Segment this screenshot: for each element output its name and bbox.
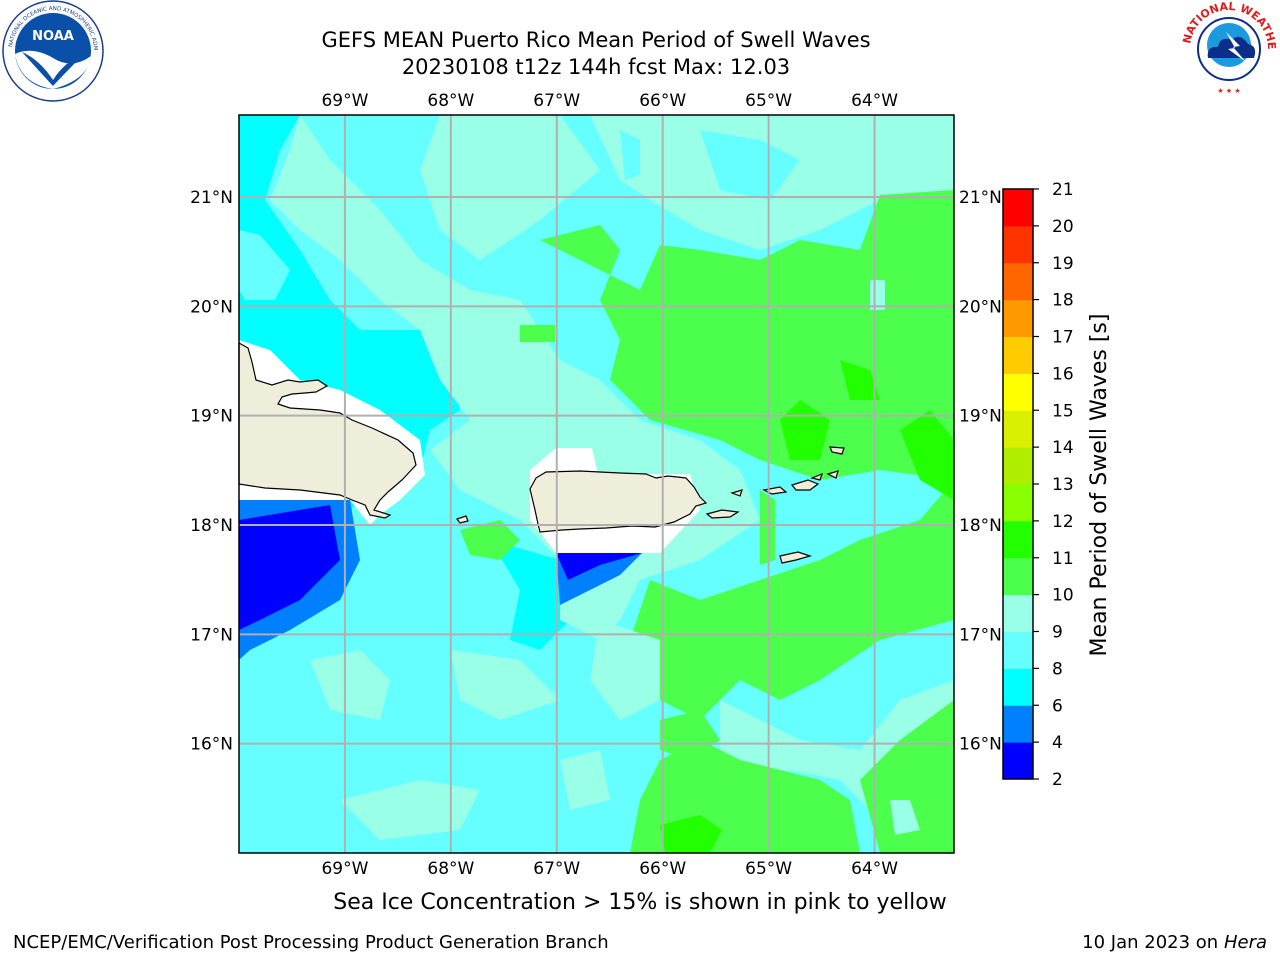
colorbar-tick-label: 19 xyxy=(1052,254,1074,274)
lon-labels-bottom: 69°W 68°W 67°W 66°W 65°W 64°W xyxy=(321,859,898,879)
lat-tick-label: 18°N xyxy=(190,516,233,536)
colorbar-tick-label: 17 xyxy=(1052,328,1074,348)
mona-island xyxy=(456,515,469,524)
colorbar-swatch xyxy=(1003,225,1033,264)
colorbar-swatch xyxy=(1003,410,1033,448)
footer-date: 10 Jan 2023 on Hera xyxy=(1082,932,1267,953)
lat-tick-label: 17°N xyxy=(190,625,233,645)
lon-tick-label: 68°W xyxy=(427,859,474,879)
colorbar-tick-label: 21 xyxy=(1052,180,1074,200)
colorbar-tick-label: 2 xyxy=(1052,770,1063,790)
colorbar-swatch xyxy=(1003,299,1033,337)
lat-tick-label: 20°N xyxy=(190,297,233,317)
colorbar-tick-label: 13 xyxy=(1052,475,1074,495)
st-croix xyxy=(779,551,813,564)
colorbar-swatch xyxy=(1003,373,1033,411)
map-frame xyxy=(238,114,955,854)
lat-tick-label: 16°N xyxy=(190,735,233,755)
colorbar: 2 4 6 8 9 10 11 12 13 14 15 16 17 18 19 20 21 xyxy=(1002,180,1074,790)
footer-branch: NCEP/EMC/Verification Post Processing Pr… xyxy=(13,932,609,953)
graticule xyxy=(239,115,954,853)
colorbar-swatch xyxy=(1003,336,1033,374)
lat-tick-label: 18°N xyxy=(959,516,1002,536)
lat-tick-label: 19°N xyxy=(190,407,233,427)
lon-tick-label: 69°W xyxy=(321,859,368,879)
nws-logo: NATIONAL WEATHER SERVICE ★ ★ ★ xyxy=(1178,0,1278,95)
lon-tick-label: 64°W xyxy=(851,859,898,879)
colorbar-swatch xyxy=(1003,189,1033,227)
colorbar-swatch xyxy=(1003,742,1033,780)
svg-text:NOAA: NOAA xyxy=(32,29,74,44)
colorbar-swatch xyxy=(1003,447,1033,485)
lon-tick-label: 69°W xyxy=(321,91,368,111)
footer-date-text: 10 Jan 2023 on xyxy=(1082,932,1224,953)
noaa-logo: NOAA NATIONAL OCEANIC AND ATMOSPHERIC AD… xyxy=(2,0,104,102)
svg-text:★ ★ ★: ★ ★ ★ xyxy=(1217,87,1240,95)
lat-tick-label: 17°N xyxy=(959,625,1002,645)
lat-tick-label: 21°N xyxy=(959,188,1002,208)
colorbar-tick-label: 16 xyxy=(1052,364,1074,384)
colorbar-tick-label: 11 xyxy=(1052,549,1074,569)
virgin-islands xyxy=(762,446,845,495)
lon-labels-top: 69°W 68°W 67°W 66°W 65°W 64°W xyxy=(321,91,898,111)
lon-tick-label: 64°W xyxy=(851,91,898,111)
lat-tick-label: 19°N xyxy=(959,407,1002,427)
chart-title: GEFS MEAN Puerto Rico Mean Period of Swe… xyxy=(321,28,871,52)
lon-tick-label: 67°W xyxy=(533,91,580,111)
colorbar-tick-label: 15 xyxy=(1052,401,1074,421)
colorbar-tick-label: 14 xyxy=(1052,438,1074,458)
colorbar-swatch xyxy=(1003,262,1033,301)
lat-labels-left: 21°N 20°N 19°N 18°N 17°N 16°N xyxy=(190,188,233,755)
colorbar-swatch xyxy=(1003,705,1033,743)
lon-tick-label: 66°W xyxy=(639,91,686,111)
culebra xyxy=(730,489,743,497)
colorbar-tick-label: 4 xyxy=(1052,733,1063,753)
colorbar-tick-label: 18 xyxy=(1052,291,1074,311)
lat-tick-label: 20°N xyxy=(959,297,1002,317)
lon-tick-label: 65°W xyxy=(745,91,792,111)
colorbar-tick-label: 8 xyxy=(1052,659,1063,679)
lon-tick-label: 67°W xyxy=(533,859,580,879)
lat-tick-label: 21°N xyxy=(190,188,233,208)
vieques xyxy=(705,509,740,519)
colorbar-tick-label: 20 xyxy=(1052,217,1074,237)
chart-subtitle: 20230108 t12z 144h fcst Max: 12.03 xyxy=(401,55,791,79)
colorbar-tick-label: 12 xyxy=(1052,512,1074,532)
colorbar-swatch xyxy=(1003,594,1033,632)
footer-machine: Hera xyxy=(1223,932,1267,953)
colorbar-swatch xyxy=(1003,668,1033,706)
colorbar-swatch xyxy=(1003,557,1033,596)
colorbar-swatch xyxy=(1003,484,1033,522)
colorbar-tick-label: 6 xyxy=(1052,696,1063,716)
sea-ice-note: Sea Ice Concentration > 15% is shown in … xyxy=(333,890,947,915)
lon-tick-label: 68°W xyxy=(427,91,474,111)
lon-tick-label: 65°W xyxy=(745,859,792,879)
lat-tick-label: 16°N xyxy=(959,735,1002,755)
colorbar-tick-label: 10 xyxy=(1052,586,1074,606)
lat-labels-right: 21°N 20°N 19°N 18°N 17°N 16°N xyxy=(959,188,1002,755)
colorbar-tick-label: 9 xyxy=(1052,623,1063,643)
colorbar-label: Mean Period of Swell Waves [s] xyxy=(1087,314,1112,657)
hispaniola xyxy=(238,341,417,519)
colorbar-swatch xyxy=(1003,631,1033,669)
colorbar-swatch xyxy=(1003,520,1033,559)
lon-tick-label: 66°W xyxy=(639,859,686,879)
